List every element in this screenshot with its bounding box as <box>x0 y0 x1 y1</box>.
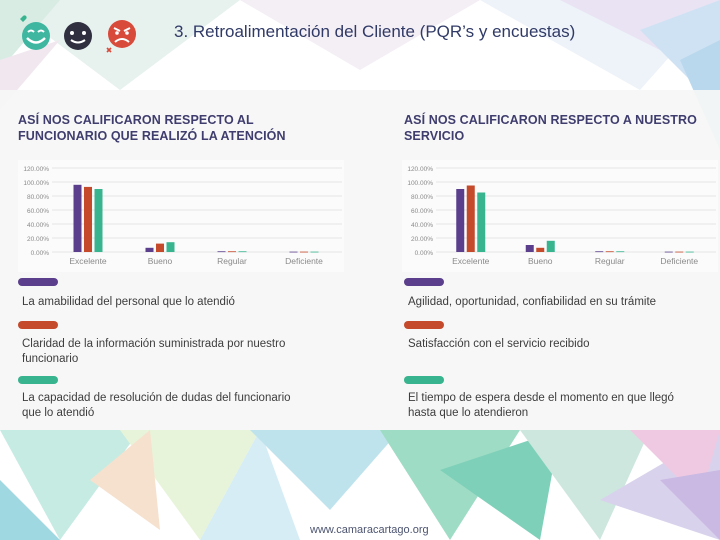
left-chart-bar-regular-series-1 <box>217 251 226 253</box>
left-chart-bar-regular-series-3 <box>238 251 247 253</box>
left-chart-bar-bueno-series-3 <box>166 242 175 252</box>
left-legend-swatch-1 <box>18 278 58 286</box>
left-section-title-line1: ASÍ NOS CALIFICARON RESPECTO AL <box>18 113 254 127</box>
left-legend-swatch-2 <box>18 321 58 329</box>
right-section-title-line1: ASÍ NOS CALIFICARON RESPECTO A NUESTRO <box>404 113 697 127</box>
left-chart-x-tick-label: Deficiente <box>285 256 323 266</box>
right-bar-chart: 0.00% 20.00% 40.00% 60.00% 80.00% 100.00% 120.… <box>402 160 718 272</box>
left-legend-text-2-line2: funcionario <box>22 353 79 365</box>
left-chart-y-tick-label: 120.00% <box>23 166 49 173</box>
right-section-title: ASÍ NOS CALIFICARON RESPECTO A NUESTRO S… <box>404 112 697 144</box>
left-chart-bar-regular-series-2 <box>228 251 236 253</box>
left-chart-y-tick-label: 100.00% <box>23 180 49 187</box>
left-bar-chart: 0.00% 20.00% 40.00% 60.00% 80.00% 100.00% 120.… <box>18 160 344 272</box>
right-chart-bar-excelente-series-3 <box>477 192 486 252</box>
right-legend-text-3: El tiempo de espera desde el momento en … <box>408 391 688 421</box>
right-chart-y-tick-label: 120.00% <box>407 166 433 173</box>
right-chart-bar-bueno-series-3 <box>546 240 555 252</box>
right-chart-bar-bueno-series-1 <box>525 245 534 252</box>
right-chart-y-tick-label: 0.00% <box>415 250 434 257</box>
right-section-title-line2: SERVICIO <box>404 129 465 143</box>
right-chart-bar-excelente-series-1 <box>456 189 465 252</box>
left-legend-text-2: Claridad de la información suministrada … <box>22 337 302 367</box>
left-chart-bar-deficiente-series-2 <box>300 251 308 253</box>
left-chart-bar-bueno-series-1 <box>145 247 154 252</box>
left-chart-plot-background <box>18 160 344 272</box>
right-chart-bar-deficiente-series-1 <box>664 251 673 253</box>
left-chart-bar-excelente-series-1 <box>73 184 82 252</box>
right-legend-text-3-line1: El tiempo de espera desde el momento en … <box>408 392 674 404</box>
right-chart-plot-background <box>402 160 718 272</box>
right-chart-bar-bueno-series-2 <box>536 247 545 252</box>
satisfaction-faces <box>20 15 136 53</box>
neutral-face-icon <box>64 22 92 50</box>
left-chart-bar-bueno-series-2 <box>156 243 164 252</box>
right-chart-x-tick-label: Bueno <box>528 256 553 266</box>
right-legend-text-2: Satisfacción con el servicio recibido <box>408 337 688 352</box>
left-section-title-line2: FUNCIONARIO QUE REALIZÓ LA ATENCIÓN <box>18 129 286 143</box>
left-chart-bar-deficiente-series-3 <box>310 251 319 253</box>
right-chart-y-tick-label: 20.00% <box>411 236 433 243</box>
happy-face-icon <box>20 15 50 50</box>
right-legend-text-3-line2: hasta que lo atendieron <box>408 407 529 419</box>
left-legend-text-3-line2: que lo atendió <box>22 407 95 419</box>
right-chart-x-tick-label: Excelente <box>452 256 490 266</box>
right-chart-y-tick-label: 60.00% <box>411 208 433 215</box>
right-chart-bar-deficiente-series-3 <box>685 251 694 253</box>
right-legend-text-1: Agilidad, oportunidad, confiabilidad en … <box>408 295 688 310</box>
left-chart-y-tick-label: 80.00% <box>27 194 49 201</box>
right-chart-bar-regular-series-2 <box>605 251 614 253</box>
angry-face-icon <box>106 20 136 53</box>
left-legend-text-1-line1: La amabilidad del personal que lo atendi… <box>22 296 235 308</box>
right-chart-bar-deficiente-series-2 <box>675 251 684 253</box>
right-chart-bar-regular-series-1 <box>595 251 604 253</box>
left-chart-y-tick-label: 0.00% <box>31 250 50 257</box>
right-legend-swatch-2 <box>404 321 444 329</box>
right-legend-text-1-line1: Agilidad, oportunidad, confiabilidad en … <box>408 296 657 308</box>
left-chart-y-tick-label: 40.00% <box>27 222 49 229</box>
left-chart-bar-deficiente-series-1 <box>289 251 298 253</box>
left-chart-bar-excelente-series-3 <box>94 189 103 252</box>
left-legend-text-1: La amabilidad del personal que lo atendi… <box>22 295 302 310</box>
left-chart-y-tick-label: 60.00% <box>27 208 49 215</box>
left-section-title: ASÍ NOS CALIFICARON RESPECTO AL FUNCIONA… <box>18 112 286 144</box>
left-chart-bar-excelente-series-2 <box>84 186 92 252</box>
footer-url: www.camaracartago.org <box>310 524 429 536</box>
right-chart-x-tick-label: Deficiente <box>660 256 698 266</box>
left-chart-y-tick-label: 20.00% <box>27 236 49 243</box>
right-chart-y-tick-label: 100.00% <box>407 180 433 187</box>
left-legend-text-3-line1: La capacidad de resolución de dudas del … <box>22 392 291 404</box>
right-legend-swatch-1 <box>404 278 444 286</box>
right-legend-swatch-3 <box>404 376 444 384</box>
right-chart-x-tick-label: Regular <box>595 256 625 266</box>
page-title: 3. Retroalimentación del Cliente (PQR’s … <box>174 22 576 41</box>
left-chart-x-tick-label: Bueno <box>148 256 173 266</box>
right-chart-y-tick-label: 40.00% <box>411 222 433 229</box>
right-chart-bar-excelente-series-2 <box>466 185 475 252</box>
right-chart-bar-regular-series-3 <box>616 251 625 253</box>
left-legend-text-2-line1: Claridad de la información suministrada … <box>22 338 286 350</box>
right-chart-y-tick-label: 80.00% <box>411 194 433 201</box>
left-chart-x-tick-label: Excelente <box>69 256 107 266</box>
left-legend-text-3: La capacidad de resolución de dudas del … <box>22 391 302 421</box>
right-legend-text-2-line1: Satisfacción con el servicio recibido <box>408 338 590 350</box>
left-chart-x-tick-label: Regular <box>217 256 247 266</box>
left-legend-swatch-3 <box>18 376 58 384</box>
